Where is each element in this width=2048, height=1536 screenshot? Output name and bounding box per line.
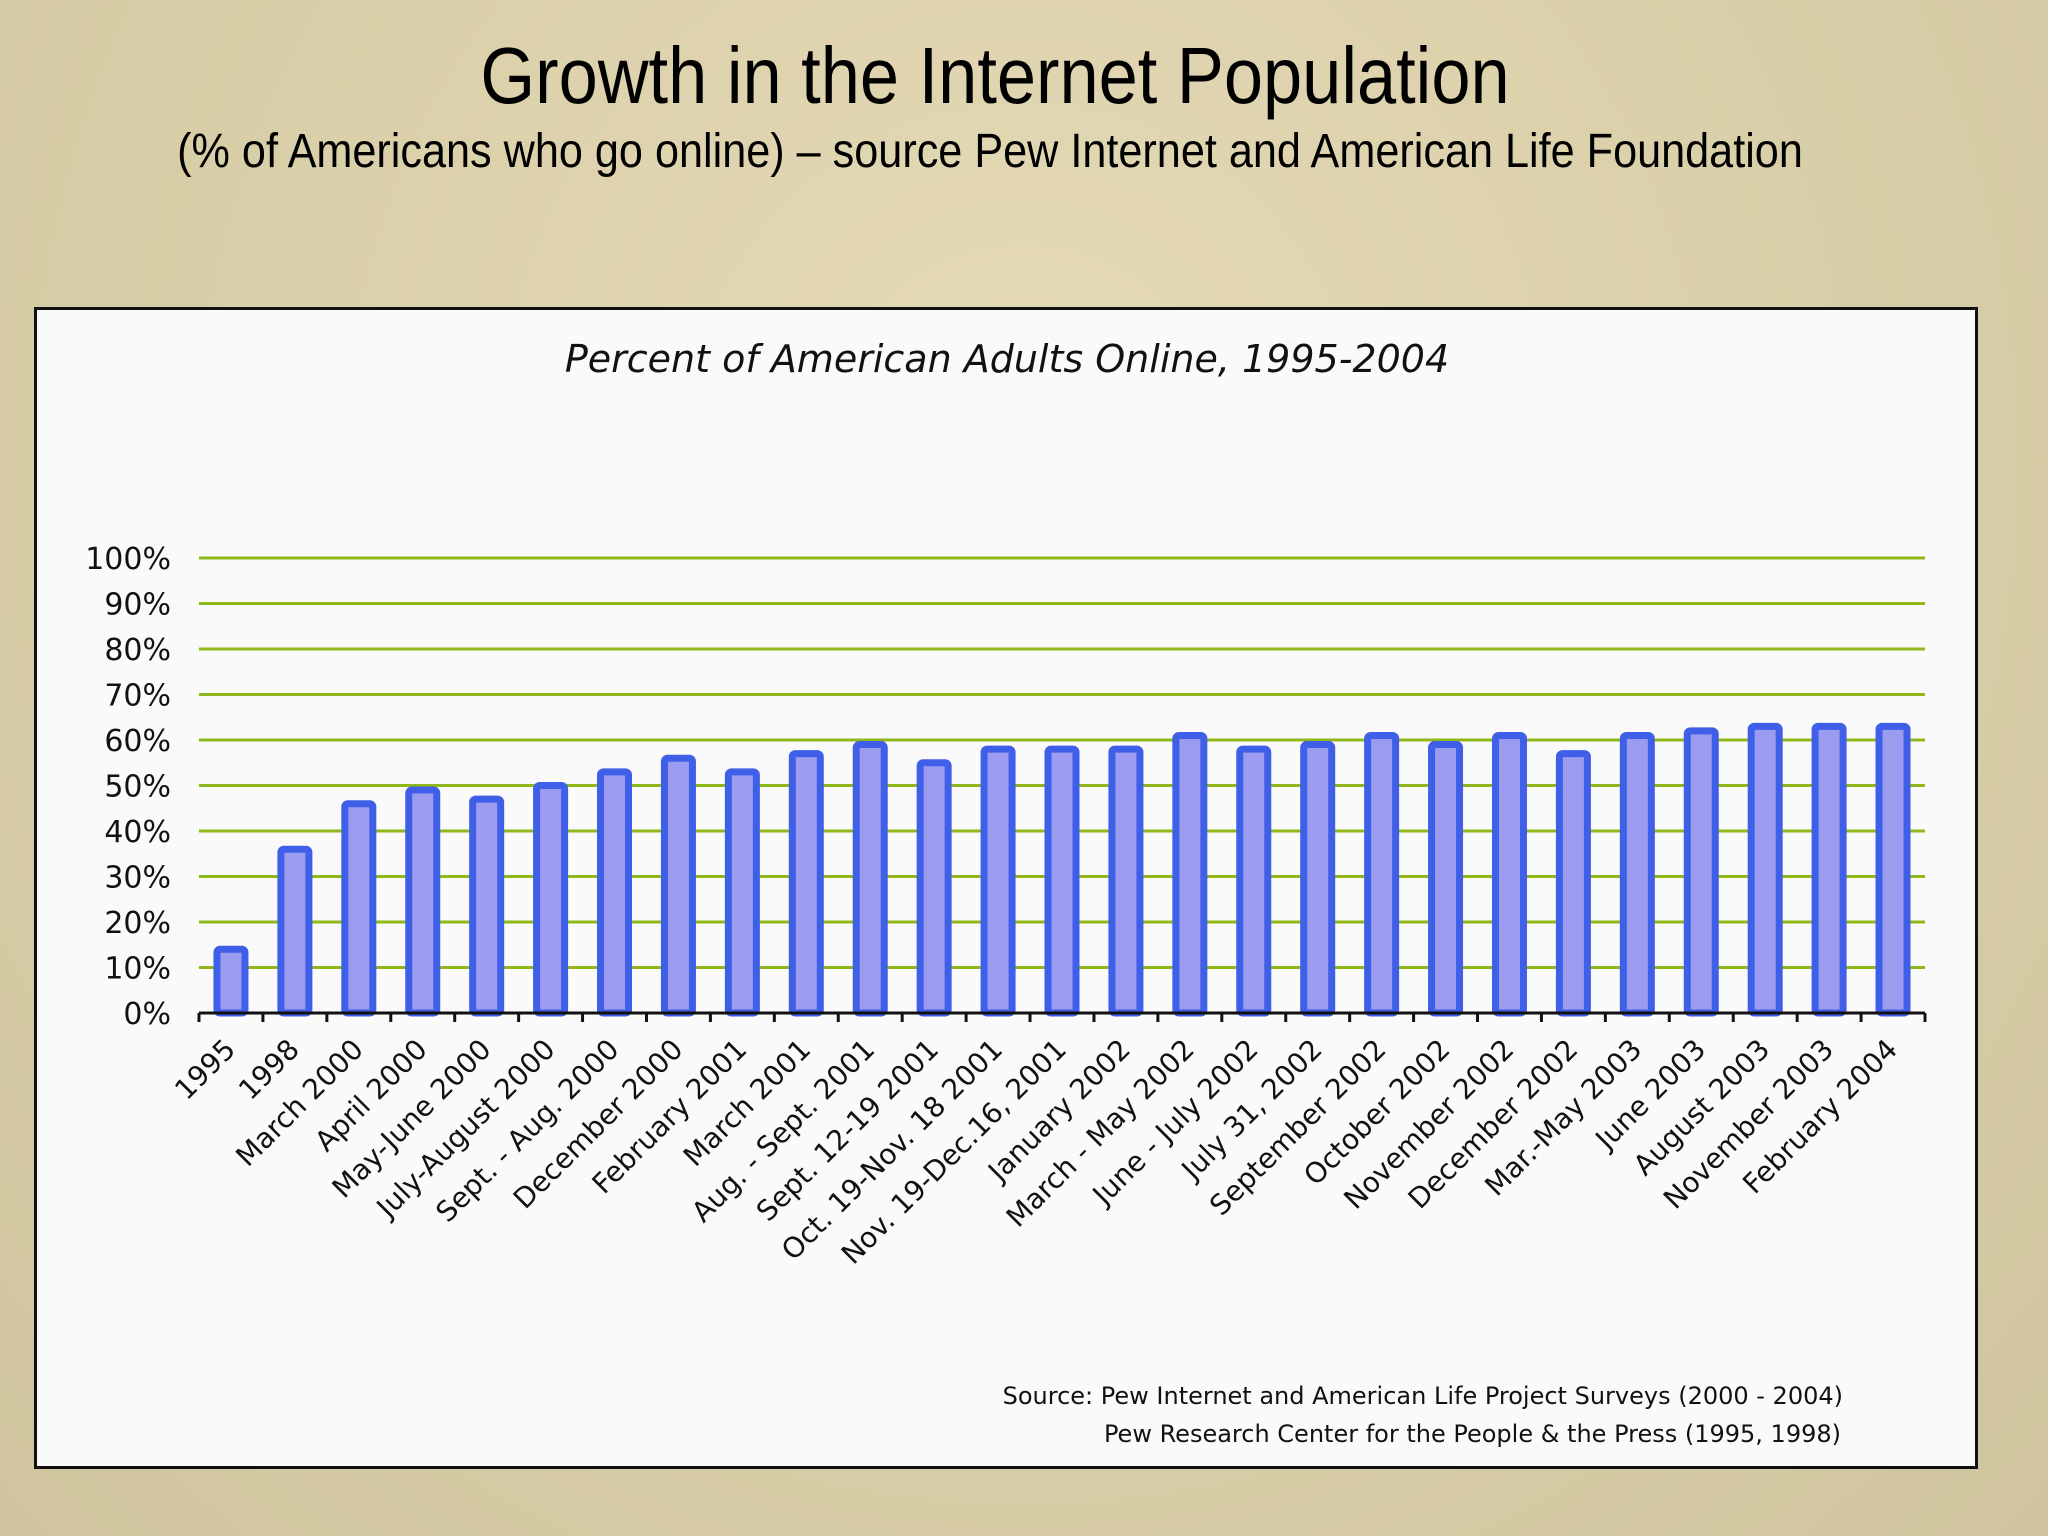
y-tick-label: 80% xyxy=(104,633,171,668)
y-tick-label: 20% xyxy=(104,906,171,941)
y-tick-label: 90% xyxy=(104,588,171,623)
bar xyxy=(1108,745,1144,1017)
bar xyxy=(1491,731,1527,1017)
bar xyxy=(1875,722,1911,1017)
bar xyxy=(1172,731,1208,1017)
bar xyxy=(1428,741,1464,1017)
bar xyxy=(1364,731,1400,1017)
bar xyxy=(1619,731,1655,1017)
bar xyxy=(277,845,313,1017)
y-tick-label: 70% xyxy=(104,679,171,714)
bar xyxy=(660,754,696,1017)
bar xyxy=(1811,722,1847,1017)
bar xyxy=(405,786,441,1017)
bar xyxy=(1683,727,1719,1017)
chart-title: Percent of American Adults Online, 1995-… xyxy=(565,337,1449,381)
bar xyxy=(724,768,760,1017)
source-line-1: Source: Pew Internet and American Life P… xyxy=(1003,1382,1843,1410)
bar xyxy=(1044,745,1080,1017)
chart-panel: Percent of American Adults Online, 1995-… xyxy=(34,307,1978,1469)
bar xyxy=(1747,722,1783,1017)
bar-chart: Percent of American Adults Online, 1995-… xyxy=(85,337,1927,1448)
y-tick-label: 50% xyxy=(104,770,171,805)
x-tick-label: 1995 xyxy=(168,1033,242,1107)
y-tick-label: 10% xyxy=(104,952,171,987)
bar xyxy=(341,800,377,1017)
bar xyxy=(1555,750,1591,1017)
bar xyxy=(788,750,824,1017)
y-tick-label: 40% xyxy=(104,815,171,850)
bar xyxy=(1300,741,1336,1017)
bar xyxy=(1236,745,1272,1017)
y-tick-label: 0% xyxy=(123,997,171,1032)
y-tick-label: 60% xyxy=(104,724,171,759)
y-tick-label: 30% xyxy=(104,861,171,896)
slide-subtitle: (% of Americans who go online) – source … xyxy=(177,125,1803,178)
bar xyxy=(852,741,888,1017)
bar xyxy=(916,759,952,1017)
bar xyxy=(980,745,1016,1017)
bar xyxy=(213,945,249,1017)
bar xyxy=(469,795,505,1017)
bar xyxy=(597,768,633,1017)
slide-title: Growth in the Internet Population xyxy=(480,31,1510,120)
y-tick-label: 100% xyxy=(85,542,171,577)
source-line-2: Pew Research Center for the People & the… xyxy=(1104,1420,1841,1448)
bar xyxy=(533,782,569,1017)
